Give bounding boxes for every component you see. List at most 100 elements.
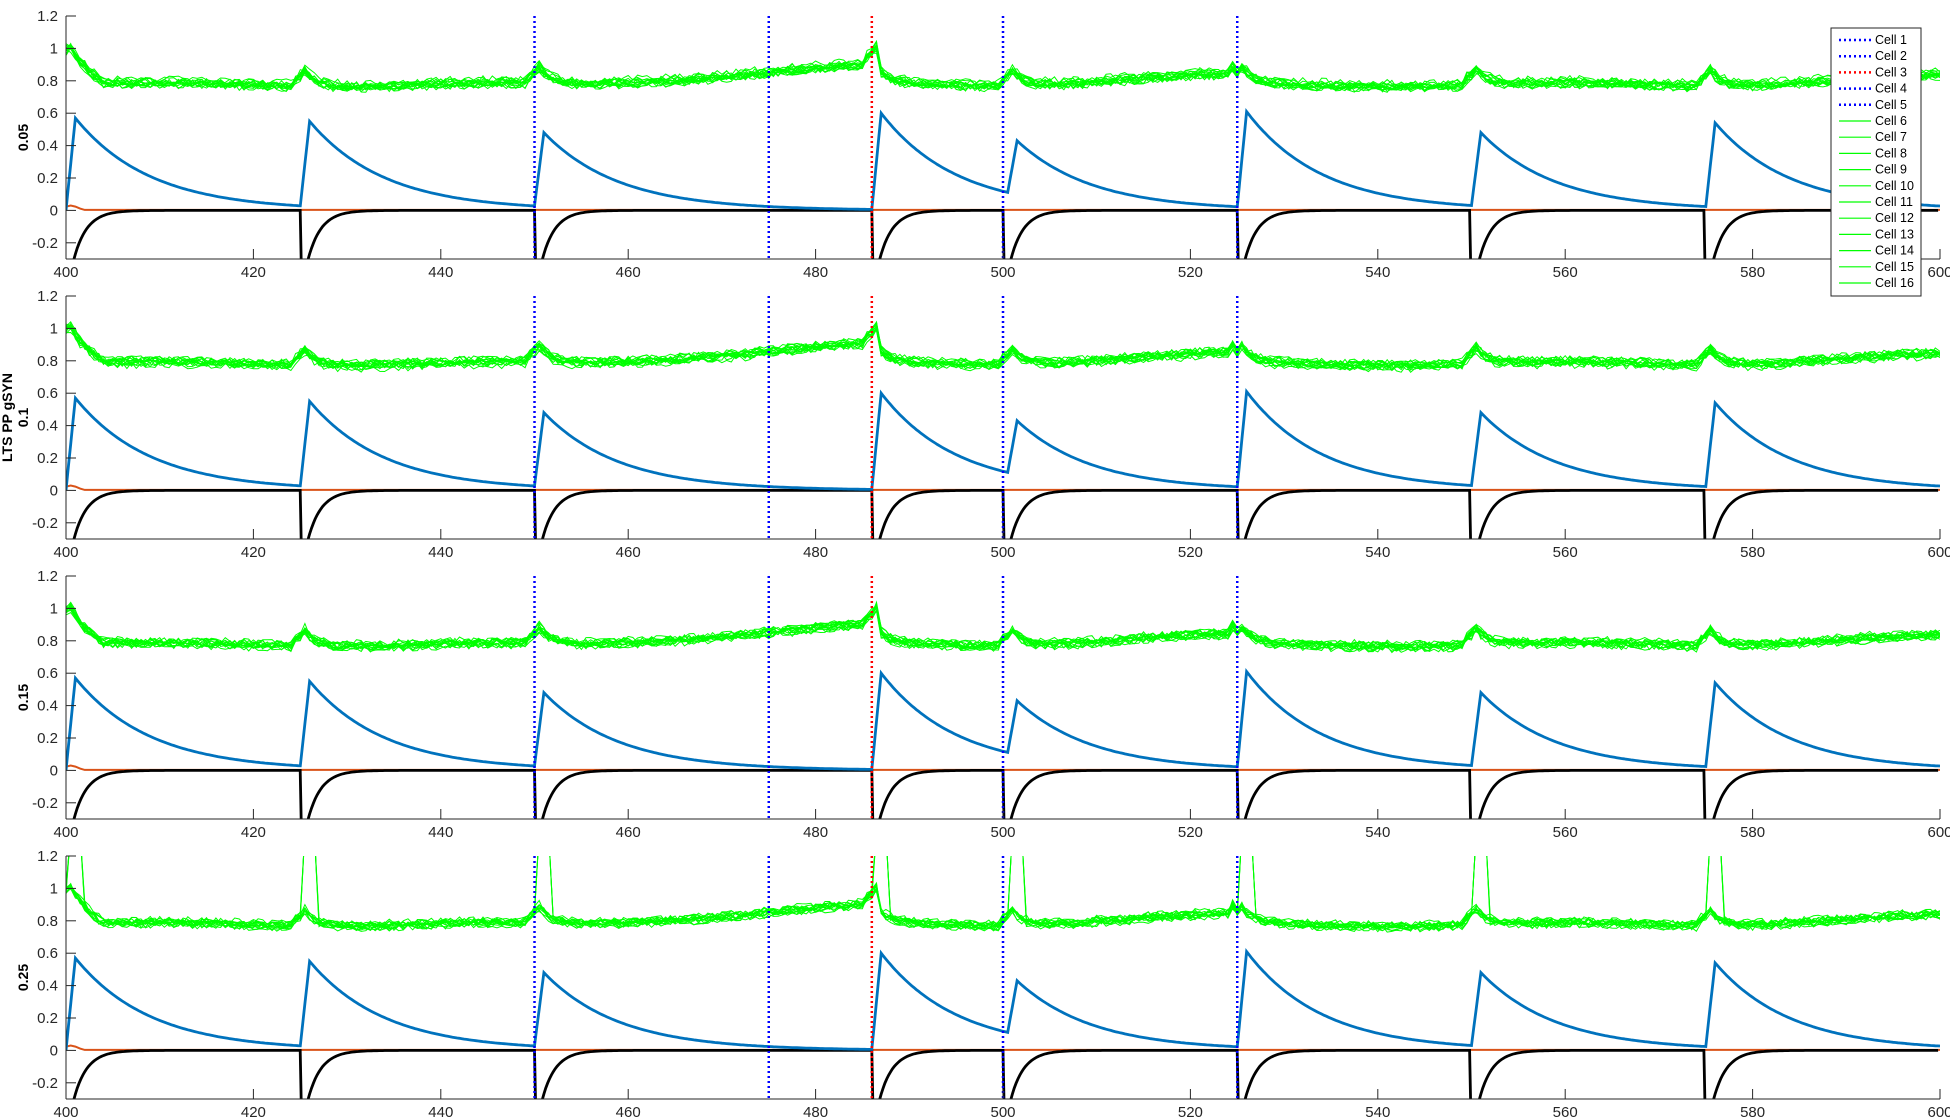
panel-2: -0.2 0 0.2 0.4 0.6 0.8 1 1.2 400 420 440 460 480 500 5…: [15, 288, 1950, 561]
legend-label: Cell 13: [1875, 227, 1914, 241]
y-tick-label: 0.2: [37, 1010, 58, 1027]
x-tick-label: 420: [241, 1104, 266, 1117]
y-tick-label: 0.8: [37, 913, 58, 930]
x-tick-label: 500: [990, 1104, 1015, 1117]
y-tick-label: 1.2: [37, 848, 58, 865]
x-tick-label: 580: [1740, 1104, 1765, 1117]
legend-label: Cell 6: [1875, 114, 1907, 128]
legend-label: Cell 15: [1875, 260, 1914, 274]
x-tick-label: 520: [1178, 264, 1203, 281]
legend-item: Cell 4: [1839, 82, 1907, 96]
x-tick-label: 500: [990, 544, 1015, 561]
x-tick-label: 560: [1553, 1104, 1578, 1117]
legend-label: Cell 3: [1875, 65, 1907, 79]
y-tick-label: 0.4: [37, 698, 58, 715]
x-tick-label: 560: [1553, 264, 1578, 281]
x-tick-label: 420: [241, 544, 266, 561]
y-tick-label: 0.4: [37, 138, 58, 155]
legend-item: Cell 3: [1839, 65, 1907, 79]
x-tick-label: 480: [803, 824, 828, 841]
y-tick-label: 0.2: [37, 450, 58, 467]
y-tick-label: -0.2: [32, 795, 58, 812]
plot-area: [66, 856, 1940, 1099]
y-tick-label: 0: [50, 762, 58, 779]
x-tick-label: 600: [1927, 1104, 1950, 1117]
y-tick-label: -0.2: [32, 1075, 58, 1092]
legend-item: Cell 5: [1839, 98, 1907, 112]
legend-label: Cell 5: [1875, 98, 1907, 112]
legend-item: Cell 10: [1839, 179, 1914, 193]
legend-item: Cell 8: [1839, 146, 1907, 160]
black-trace: [72, 209, 1939, 259]
legend-item: Cell 16: [1839, 276, 1914, 290]
legend-item: Cell 7: [1839, 130, 1907, 144]
legend-label: Cell 12: [1875, 211, 1914, 225]
x-tick-label: 540: [1365, 1104, 1390, 1117]
x-tick-label: 400: [53, 544, 78, 561]
legend-item: Cell 15: [1839, 260, 1914, 274]
green-cell-trace: [66, 325, 1940, 371]
green-cell-trace: [66, 328, 1940, 374]
legend: Cell 1 Cell 2 Cell 3 Cell 4 Cell 5 Cell 6 Cell…: [1830, 27, 1922, 297]
panel-1: -0.2 0 0.2 0.4 0.6 0.8 1 1.2 400 420 440 460 480 500 5…: [15, 8, 1950, 281]
x-tick-label: 600: [1927, 824, 1950, 841]
green-cell-trace: [66, 856, 1940, 929]
x-tick-label: 600: [1927, 264, 1950, 281]
y-tick-label: 1: [50, 600, 58, 617]
y-tick-label: 0.2: [37, 170, 58, 187]
panels-container: -0.2 0 0.2 0.4 0.6 0.8 1 1.2 400 420 440 460 480 500 5…: [15, 8, 1950, 1117]
y-tick-label: 0: [50, 202, 58, 219]
black-trace: [72, 769, 1939, 819]
x-tick-label: 480: [803, 1104, 828, 1117]
x-tick-label: 540: [1365, 264, 1390, 281]
plot-area: [66, 576, 1940, 819]
green-cell-trace: [66, 885, 1940, 933]
legend-item: Cell 11: [1839, 195, 1913, 209]
legend-item: Cell 14: [1839, 244, 1914, 258]
panel-ylabel: 0.25: [15, 964, 31, 991]
y-tick-label: 1.2: [37, 568, 58, 585]
green-cell-trace: [66, 884, 1940, 928]
x-tick-label: 520: [1178, 544, 1203, 561]
plot-area: [66, 16, 1940, 259]
y-tick-label: 0.8: [37, 353, 58, 370]
x-tick-label: 560: [1553, 544, 1578, 561]
y-tick-label: 1: [50, 880, 58, 897]
x-tick-label: 440: [428, 1104, 453, 1117]
legend-item: Cell 1: [1839, 33, 1907, 47]
legend-label: Cell 4: [1875, 82, 1907, 96]
x-tick-label: 600: [1927, 544, 1950, 561]
legend-label: Cell 2: [1875, 49, 1907, 63]
y-tick-label: 1: [50, 320, 58, 337]
x-tick-label: 500: [990, 264, 1015, 281]
x-tick-label: 540: [1365, 544, 1390, 561]
y-tick-label: 0.4: [37, 978, 58, 995]
legend-item: Cell 13: [1839, 227, 1914, 241]
x-tick-label: 580: [1740, 264, 1765, 281]
legend-label: Cell 8: [1875, 146, 1907, 160]
y-tick-label: 0.6: [37, 665, 58, 682]
legend-item: Cell 6: [1839, 114, 1907, 128]
x-tick-label: 580: [1740, 824, 1765, 841]
y-tick-label: 0.4: [37, 418, 58, 435]
y-tick-label: -0.2: [32, 235, 58, 252]
legend-label: Cell 10: [1875, 179, 1914, 193]
y-tick-label: 0.8: [37, 73, 58, 90]
x-tick-label: 500: [990, 824, 1015, 841]
x-tick-label: 460: [616, 264, 641, 281]
x-tick-label: 540: [1365, 824, 1390, 841]
y-tick-label: 1: [50, 40, 58, 57]
legend-label: Cell 9: [1875, 163, 1907, 177]
x-tick-label: 400: [53, 264, 78, 281]
y-tick-label: 0: [50, 482, 58, 499]
x-tick-label: 460: [616, 824, 641, 841]
x-tick-label: 560: [1553, 824, 1578, 841]
x-tick-label: 520: [1178, 1104, 1203, 1117]
legend-label: Cell 14: [1875, 244, 1914, 258]
x-tick-label: 460: [616, 544, 641, 561]
legend-label: Cell 11: [1875, 195, 1913, 209]
y-tick-label: 0.6: [37, 385, 58, 402]
plot-area: [66, 296, 1940, 539]
y-tick-label: 1.2: [37, 8, 58, 25]
